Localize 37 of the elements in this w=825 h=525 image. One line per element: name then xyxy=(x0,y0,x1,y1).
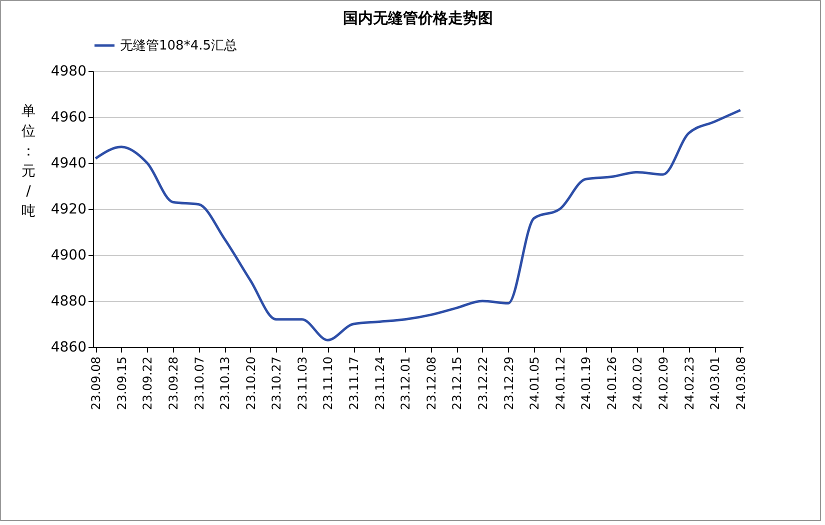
x-tick-label: 23.11.03 xyxy=(295,356,310,410)
legend-label: 无缝管108*4.5汇总 xyxy=(120,38,237,54)
x-tick-label: 23.11.24 xyxy=(372,356,387,410)
x-tick-label: 24.01.05 xyxy=(528,356,542,410)
x-tick-label: 24.03.08 xyxy=(734,356,748,410)
x-tick-label: 24.01.12 xyxy=(553,356,568,410)
x-tick-label: 23.11.10 xyxy=(321,356,336,410)
x-tick-label: 23.12.15 xyxy=(450,356,464,410)
y-tick-label: 4940 xyxy=(50,156,86,172)
x-tick-label: 24.01.19 xyxy=(579,356,594,410)
x-tick-label: 23.12.01 xyxy=(398,356,413,410)
x-tick-label: 23.10.20 xyxy=(244,356,258,410)
x-tick-label: 24.02.23 xyxy=(682,356,696,410)
x-tick-label: 23.09.15 xyxy=(114,356,129,410)
x-tick-label: 23.10.07 xyxy=(192,356,206,410)
y-tick-label: 4880 xyxy=(50,294,86,310)
x-tick-label: 24.02.02 xyxy=(630,356,645,410)
x-tick-label: 23.09.22 xyxy=(140,356,155,410)
x-tick-label: 24.02.09 xyxy=(656,356,671,410)
y-tick-label: 4900 xyxy=(50,248,86,264)
y-tick-label: 4960 xyxy=(50,110,86,126)
x-tick-label: 23.12.08 xyxy=(424,356,438,410)
x-tick-label: 23.10.27 xyxy=(270,356,284,410)
y-tick-label: 4920 xyxy=(50,202,86,218)
x-tick-label: 23.12.22 xyxy=(476,356,490,410)
y-tick-label: 4860 xyxy=(50,340,86,356)
x-tick-label: 24.03.01 xyxy=(708,356,722,410)
x-tick-label: 23.09.28 xyxy=(166,356,180,410)
x-tick-label: 24.01.26 xyxy=(604,356,619,410)
line-series xyxy=(94,108,742,342)
x-tick-label: 23.11.17 xyxy=(347,356,362,410)
chart-title: 国内无缝管价格走势图 xyxy=(343,9,493,27)
x-tick-label: 23.12.29 xyxy=(502,356,516,410)
y-axis-title: 单位：元/吨 xyxy=(22,104,36,220)
y-tick-label: 4980 xyxy=(50,64,86,80)
x-tick-label: 23.10.13 xyxy=(218,356,232,410)
x-tick-label: 23.09.08 xyxy=(89,356,104,410)
